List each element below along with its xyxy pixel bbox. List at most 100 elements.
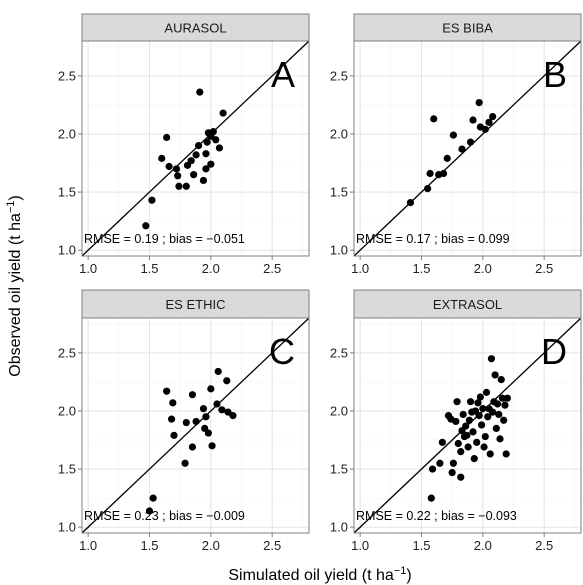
data-point <box>158 154 166 162</box>
stats-annotation: RMSE = 0.23 ; bias = −0.009 <box>84 509 245 523</box>
x-tick-label: 1.5 <box>412 538 430 553</box>
data-point <box>466 398 475 406</box>
data-point <box>489 112 497 121</box>
x-tick-label: 1.5 <box>412 261 430 276</box>
data-point <box>464 443 472 451</box>
panel-strip <box>81 289 310 319</box>
x-tick-label: 1.0 <box>351 261 369 276</box>
panel-letter: D <box>541 331 567 372</box>
data-point <box>492 424 500 433</box>
data-point <box>457 473 465 481</box>
data-point <box>190 171 198 179</box>
panel-title: ES BIBA <box>442 21 493 36</box>
data-point <box>448 468 456 477</box>
x-tick-label: 2.5 <box>263 538 281 553</box>
data-point <box>207 385 215 393</box>
data-point <box>502 450 510 458</box>
panel-strip <box>81 13 310 42</box>
panel-title: ES ETHIC <box>166 297 226 312</box>
panel-title: AURASOL <box>164 21 226 36</box>
data-point <box>439 169 448 178</box>
data-point <box>175 182 183 190</box>
data-point <box>497 375 505 384</box>
y-tick-label: 2.0 <box>330 126 348 141</box>
data-point <box>427 494 435 502</box>
data-point <box>194 141 203 150</box>
x-tick-label: 1.5 <box>140 261 158 276</box>
data-point <box>204 429 212 437</box>
data-point <box>163 387 171 395</box>
x-tick-label: 1.0 <box>79 261 97 276</box>
y-axis-title-exponent: −1 <box>5 201 17 214</box>
data-point <box>207 160 215 168</box>
x-tick-label: 2.5 <box>535 538 553 553</box>
data-point <box>475 412 483 420</box>
data-point <box>203 138 211 146</box>
data-point <box>491 371 499 379</box>
x-axis-title-close: ) <box>406 567 411 584</box>
x-tick-label: 1.5 <box>140 538 158 553</box>
data-point <box>219 109 227 117</box>
data-point <box>202 413 210 421</box>
data-point <box>149 494 157 502</box>
data-point <box>212 136 220 144</box>
x-axis-title-exponent: −1 <box>394 565 407 577</box>
data-point <box>481 432 489 441</box>
data-point <box>163 133 171 142</box>
x-tick-label: 1.0 <box>79 538 97 553</box>
panel-letter: C <box>269 331 295 372</box>
data-point <box>192 151 200 159</box>
y-axis-title-close: ) <box>7 195 24 200</box>
y-tick-label: 2.0 <box>58 126 76 141</box>
y-tick-label: 1.5 <box>58 185 76 200</box>
y-tick-label: 1.5 <box>330 462 348 477</box>
y-tick-label: 2.0 <box>330 403 348 418</box>
data-point <box>463 431 471 439</box>
data-point <box>482 388 491 396</box>
stats-annotation: RMSE = 0.22 ; bias = −0.093 <box>356 509 517 523</box>
data-point <box>476 393 484 401</box>
reference-line <box>81 317 310 534</box>
stats-annotation: RMSE = 0.17 ; bias = 0.099 <box>356 232 510 246</box>
x-tick-label: 2.5 <box>263 261 281 276</box>
data-point <box>475 98 483 107</box>
data-point <box>214 367 222 376</box>
data-point <box>209 128 217 136</box>
data-point <box>424 184 432 193</box>
data-point <box>443 154 451 162</box>
x-tick-label: 1.0 <box>351 538 369 553</box>
panel-border <box>81 317 310 534</box>
data-point <box>172 165 181 173</box>
data-point <box>169 399 177 407</box>
data-point <box>466 138 475 146</box>
y-tick-label: 2.5 <box>330 345 348 360</box>
data-point <box>174 172 182 180</box>
data-point <box>457 448 465 456</box>
y-tick-label: 2.5 <box>58 68 76 83</box>
data-point <box>202 165 210 173</box>
data-point <box>454 439 462 448</box>
data-point <box>449 459 457 467</box>
data-point <box>469 116 477 124</box>
data-point <box>192 417 200 426</box>
data-point <box>496 435 504 443</box>
y-axis-title-text: Observed oil yield (t ha <box>7 213 24 377</box>
panel-letter: A <box>271 54 295 95</box>
data-point <box>215 144 224 152</box>
data-point <box>486 450 494 458</box>
data-point <box>480 443 488 451</box>
data-point <box>469 428 477 436</box>
y-tick-label: 1.5 <box>58 462 76 477</box>
data-point <box>187 157 195 165</box>
data-point <box>223 377 231 385</box>
data-point <box>218 406 226 414</box>
panel-d: EXTRASOL D RMSE = 0.22 ; bias = −0.093 1.0 1… <box>330 289 582 553</box>
data-point <box>493 400 502 408</box>
data-point <box>495 410 503 419</box>
panel-title: EXTRASOL <box>433 297 502 312</box>
data-point <box>478 421 486 429</box>
y-tick-label: 1.0 <box>330 243 348 258</box>
